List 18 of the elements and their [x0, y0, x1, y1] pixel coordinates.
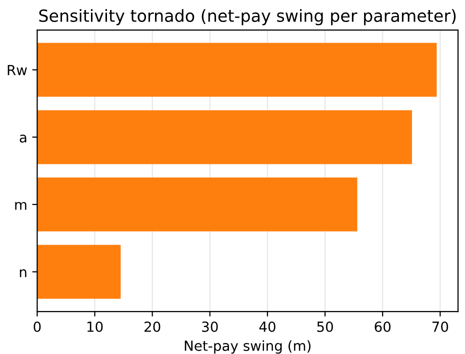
- x-tick-label: 70: [432, 321, 448, 332]
- x-tick-label: 10: [87, 321, 103, 332]
- x-tick-label: 30: [202, 321, 218, 332]
- y-tick-label: m: [15, 202, 26, 210]
- x-tick-label: 20: [144, 321, 160, 332]
- y-tick-label: a: [20, 134, 26, 143]
- x-tick-label: 0: [34, 321, 41, 332]
- bar: [37, 244, 121, 299]
- bar: [37, 110, 412, 164]
- x-tick-label: 40: [259, 321, 276, 332]
- y-tick-label: Rw: [8, 64, 27, 76]
- x-tick-label: 60: [374, 321, 391, 332]
- y-tick-label: n: [20, 269, 26, 278]
- x-tick-label: 50: [317, 321, 333, 332]
- x-axis-title: Net-pay swing (m): [184, 340, 311, 354]
- bar: [37, 42, 437, 97]
- bar: [37, 178, 358, 232]
- chart-title: Sensitivity tornado (net-pay swing per parameter): [39, 9, 456, 26]
